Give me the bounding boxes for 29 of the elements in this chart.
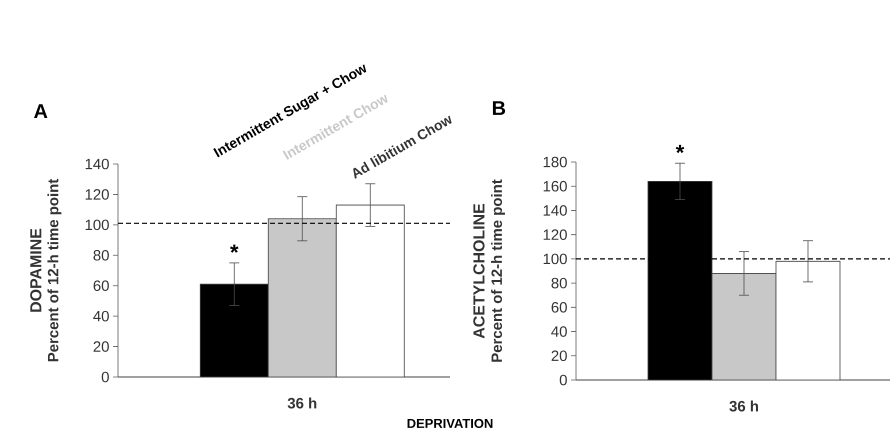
y-tick-label: 140 bbox=[544, 205, 567, 216]
y-tick-label: 160 bbox=[544, 180, 567, 192]
y-tick-label: 40 bbox=[551, 326, 567, 337]
y-tick-label: 0 bbox=[102, 372, 109, 382]
y-axis-title: Percent of 12-h time point bbox=[47, 178, 62, 362]
x-axis-title: DEPRIVATION bbox=[408, 418, 492, 428]
y-tick-label: 140 bbox=[86, 158, 109, 170]
y-tick-label: 20 bbox=[552, 350, 567, 362]
y-tick-label: 100 bbox=[544, 254, 567, 264]
y-tick-label: 80 bbox=[552, 278, 567, 288]
x-tick-label: 36 h bbox=[729, 400, 758, 412]
y-tick-label: 20 bbox=[94, 341, 109, 352]
chart-title: B bbox=[492, 101, 506, 115]
y-axis-title: Percent of 12-h time point bbox=[491, 179, 505, 362]
y-tick-label: 60 bbox=[552, 302, 567, 313]
y-tick-label: 120 bbox=[544, 229, 567, 240]
y-tick-label: 180 bbox=[544, 156, 567, 168]
y-tick-label: 120 bbox=[86, 189, 109, 200]
y-tick-label: 60 bbox=[94, 280, 109, 291]
text: DOPAMINE bbox=[30, 228, 42, 312]
y-tick-label: 0 bbox=[560, 374, 567, 386]
y-tick-label: 40 bbox=[93, 310, 109, 322]
text: ACETYLCHOLINE bbox=[473, 204, 485, 338]
text: * bbox=[676, 144, 684, 154]
x-tick-label: 36 h bbox=[288, 398, 316, 409]
y-tick-label: 100 bbox=[86, 220, 109, 230]
annotation: * bbox=[230, 244, 239, 253]
y-tick-label: 80 bbox=[94, 250, 109, 261]
chart-title: A bbox=[34, 104, 48, 118]
